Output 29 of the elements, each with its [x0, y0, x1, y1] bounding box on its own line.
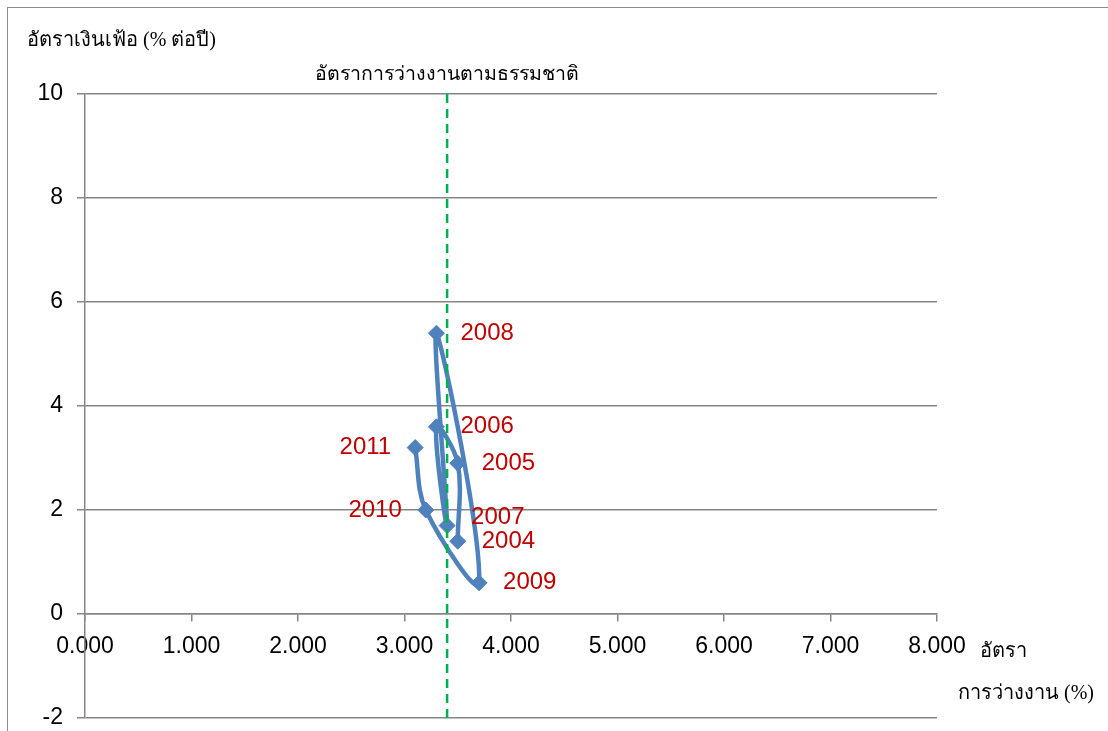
x-tick-label: 4.000	[482, 632, 540, 659]
y-tick-label: 10	[37, 79, 63, 106]
x-tick-label: 1.000	[162, 632, 221, 659]
x-tick-label: 6.000	[695, 632, 753, 659]
annotation: 2011	[339, 432, 392, 460]
y-tick-label: -2	[42, 703, 63, 730]
x-tick-label: 0.000	[56, 632, 114, 659]
y-tick-label: 0	[50, 599, 63, 626]
ref-line-label: อัตราการว่างงานตามธรรมชาติ	[315, 63, 580, 85]
x-tick-label: 5.000	[588, 632, 647, 659]
y-tick-label: 2	[50, 495, 63, 522]
annotation: 2006	[460, 411, 514, 439]
y-tick-label: 6	[50, 287, 63, 314]
annotation: 2005	[481, 447, 536, 475]
point	[406, 439, 424, 457]
point	[417, 501, 435, 519]
x-tick-label: 3.000	[375, 632, 434, 659]
annotation: 2010	[348, 494, 402, 522]
x-tick-label: 2.000	[269, 632, 327, 659]
annotation: 2004	[481, 525, 536, 553]
point	[449, 532, 467, 550]
y-axis-title: อัตราเงินเฟ้อ (% ต่อปี)	[27, 27, 216, 53]
y-tick-label: 8	[50, 183, 63, 210]
y-tick-label: 4	[50, 391, 64, 418]
point	[427, 418, 445, 436]
x-tick-label: 8.000	[908, 632, 966, 659]
x-tick-label: 7.000	[801, 632, 860, 659]
annotation: 2008	[460, 317, 514, 345]
annotation: 2009	[503, 567, 557, 595]
